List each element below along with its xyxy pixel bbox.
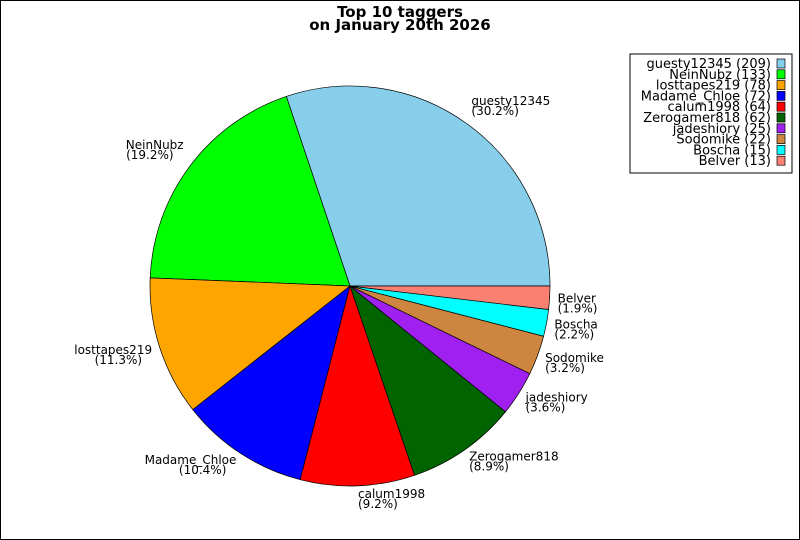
slice-percent-neinnubz: (19.2%) [126, 148, 173, 162]
legend-label-losttapes219: losttapes219 (78) [656, 79, 771, 94]
chart-title: Top 10 taggers [337, 3, 463, 21]
legend-label-madame-chloe: Madame_Chloe (72) [641, 89, 771, 104]
slice-label-zerogamer818: Zerogamer818 [469, 450, 558, 464]
legend-label-neinnubz: NeinNubz (133) [669, 68, 771, 83]
legend-label-boscha: Boscha (15) [693, 143, 771, 158]
legend-label-belver: Belver (13) [699, 154, 771, 169]
slice-percent-zerogamer818: (8.9%) [469, 460, 509, 474]
slice-label-calum1998: calum1998 [358, 487, 425, 501]
pie-slice-neinnubz [149, 95, 351, 287]
pie-slice-zerogamer818 [349, 284, 507, 476]
slice-label-sodomike: Sodomike [545, 351, 604, 365]
chart-subtitle: on January 20th 2026 [309, 16, 490, 34]
legend-swatch-belver [776, 155, 786, 166]
legend-label-calum1998: calum1998 (64) [667, 100, 771, 115]
slice-labels: guesty12345(30.2%) NeinNubz(19.2%) losttap… [74, 94, 604, 511]
pie-slices [149, 85, 551, 487]
pie-slice-calum1998 [299, 284, 416, 487]
legend-swatch-boscha [776, 145, 786, 155]
slice-percent-calum1998: (9.2%) [358, 497, 398, 511]
slice-label-belver: Belver [558, 291, 596, 305]
pie-slice-madame-chloe [192, 285, 351, 481]
slice-label-losttapes219: losttapes219 [74, 343, 152, 357]
legend-label-sodomike: Sodomike (22) [676, 133, 771, 148]
pie-slice-guesty12345 [285, 85, 551, 287]
slice-label-guesty12345: guesty12345 [471, 94, 550, 108]
slice-label-madame-chloe: Madame_Chloe [145, 453, 237, 467]
slice-label-jadeshiory: jadeshiory [525, 391, 588, 405]
slice-label-neinnubz: NeinNubz [126, 138, 184, 152]
slice-percent-boscha: (2.2%) [554, 327, 594, 341]
slice-percent-sodomike: (3.2%) [545, 361, 585, 375]
pie-slice-belver [349, 285, 551, 310]
legend-swatch-zerogamer818 [776, 112, 786, 123]
legend: guesty12345 (209)NeinNubz (133)losttapes… [629, 53, 793, 174]
legend-label-zerogamer818: Zerogamer818 (62) [643, 111, 771, 126]
legend-swatch-sodomike [776, 134, 786, 144]
legend-label-jadeshiory: jadeshiory (25) [672, 122, 771, 137]
legend-swatch-jadeshiory [776, 123, 786, 134]
legend-swatch-calum1998 [776, 101, 786, 112]
legend-swatch-guesty12345 [776, 58, 786, 69]
slice-percent-madame-chloe: (10.4%) [179, 463, 226, 477]
slice-percent-losttapes219: (11.3%) [95, 353, 142, 367]
pie-slice-losttapes219 [149, 277, 351, 411]
legend-swatch-madame-chloe [776, 91, 786, 101]
slice-label-boscha: Boscha [554, 317, 597, 331]
legend-swatch-losttapes219 [776, 80, 786, 90]
legend-box [629, 53, 793, 174]
legend-swatch-neinnubz [776, 69, 786, 80]
slice-percent-belver: (1.9%) [558, 301, 598, 315]
slice-percent-guesty12345: (30.2%) [471, 104, 518, 118]
slice-percent-jadeshiory: (3.6%) [526, 401, 566, 415]
legend-label-guesty12345: guesty12345 (209) [647, 57, 772, 72]
